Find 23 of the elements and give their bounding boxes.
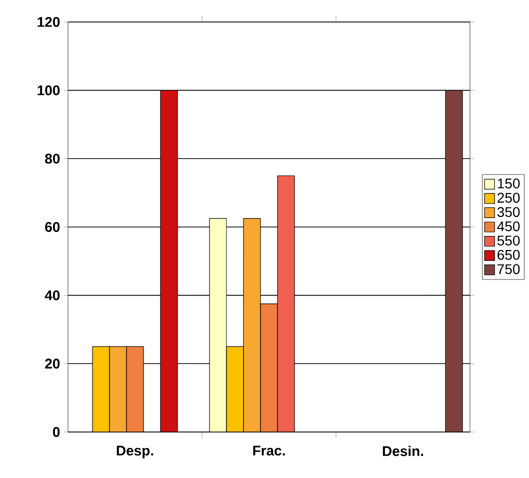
x-tick-label: Frac. — [253, 446, 285, 456]
y-tick-label: 100 — [38, 85, 60, 96]
legend-label: 750 — [498, 264, 520, 274]
bar — [260, 304, 278, 432]
legend-label: 250 — [498, 192, 520, 203]
legend-label: 350 — [497, 207, 520, 217]
x-tick-label: Desin. — [382, 446, 424, 456]
y-tick-label: 80 — [45, 154, 60, 164]
legend-label: 150 — [498, 178, 520, 188]
bar — [92, 346, 110, 432]
bar — [109, 346, 127, 432]
legend-label: 550 — [497, 236, 520, 246]
y-tick-label: 40 — [44, 290, 60, 300]
legend-label: 650 — [498, 250, 520, 260]
x-tick-label: Desp. — [116, 446, 154, 458]
y-tick-label: 0 — [52, 427, 60, 437]
bar — [226, 346, 244, 432]
bar — [243, 218, 261, 432]
y-tick-label: 120 — [38, 17, 60, 27]
y-tick-label: 60 — [45, 222, 60, 232]
bar — [126, 346, 144, 432]
y-tick-label: 20 — [45, 358, 60, 369]
legend-label: 450 — [497, 221, 520, 232]
